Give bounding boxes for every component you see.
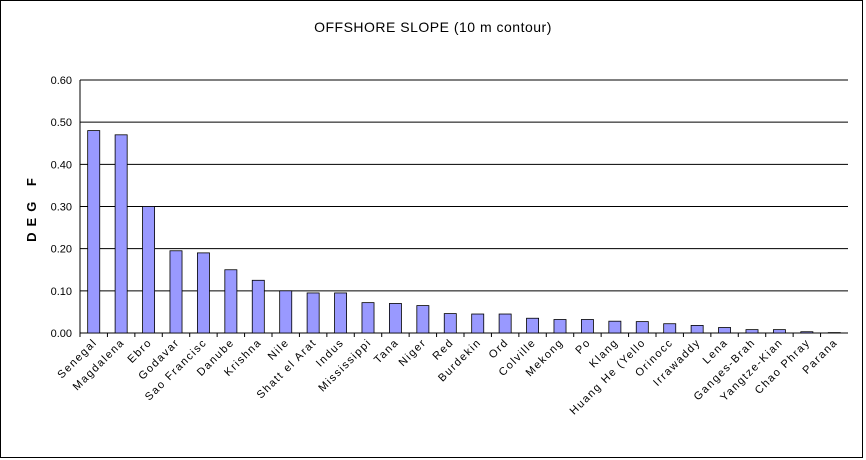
bar <box>196 252 210 334</box>
y-tick-label: 0.20 <box>51 244 72 256</box>
bar <box>718 327 732 334</box>
bar <box>800 331 814 334</box>
bar <box>114 134 128 334</box>
y-tick-label: 0.50 <box>51 117 72 129</box>
y-axis-label: DEG F <box>24 172 39 242</box>
bar <box>526 317 540 334</box>
bar <box>388 303 402 334</box>
bar <box>416 305 430 334</box>
bar <box>608 320 622 334</box>
bar <box>306 292 320 334</box>
bar <box>251 279 265 334</box>
bar <box>443 313 457 334</box>
y-tick-label: 0.40 <box>51 159 72 171</box>
bar <box>635 321 649 334</box>
chart-title: OFFSHORE SLOPE (10 m contour) <box>314 19 552 35</box>
y-tick-label: 0.10 <box>51 286 72 298</box>
bar <box>745 329 759 334</box>
bar <box>169 250 183 334</box>
bar <box>553 319 567 334</box>
y-tick-label: 0.30 <box>51 202 72 214</box>
bar <box>471 313 485 334</box>
bar <box>224 269 238 334</box>
bar <box>334 292 348 334</box>
bar <box>142 206 156 334</box>
bar <box>580 319 594 334</box>
bar <box>772 329 786 334</box>
bar <box>361 302 375 334</box>
bar <box>690 325 704 334</box>
y-tick-label: 0.00 <box>51 328 72 340</box>
bar <box>498 313 512 334</box>
bar <box>279 290 293 334</box>
y-tick-label: 0.60 <box>51 75 72 87</box>
bar <box>87 130 101 334</box>
bar <box>663 323 677 334</box>
